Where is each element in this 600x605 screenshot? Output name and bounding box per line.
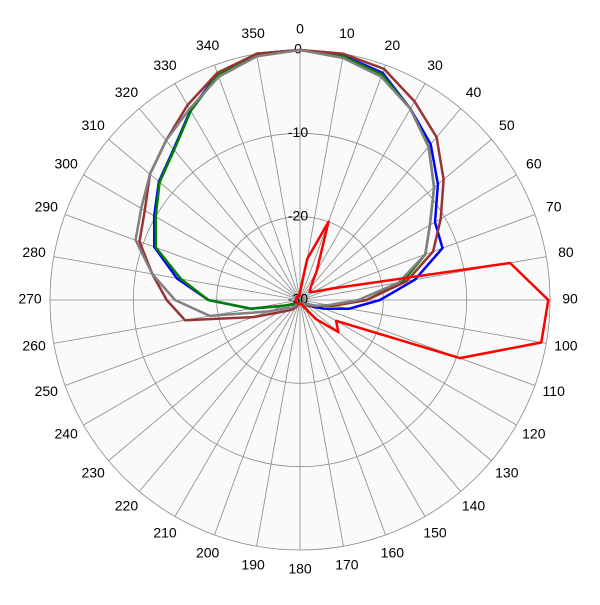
series-line bbox=[294, 220, 550, 360]
angle-label: 50 bbox=[499, 117, 515, 133]
angle-label: 290 bbox=[35, 198, 59, 214]
angle-label: 0 bbox=[296, 21, 304, 37]
angle-label: 130 bbox=[495, 464, 519, 480]
angle-label: 120 bbox=[522, 426, 546, 442]
angle-label: 170 bbox=[335, 557, 359, 573]
angle-label: 90 bbox=[562, 291, 578, 307]
grid-spoke bbox=[299, 64, 386, 301]
grid-spoke bbox=[108, 138, 301, 301]
grid-spoke bbox=[299, 174, 517, 301]
grid-spoke bbox=[83, 299, 301, 426]
angle-label: 70 bbox=[546, 198, 562, 214]
angle-label: 310 bbox=[81, 117, 105, 133]
angle-label: 320 bbox=[115, 84, 139, 100]
angle-label: 270 bbox=[18, 291, 42, 307]
r-tick-label: -10 bbox=[288, 124, 308, 140]
angle-label: 280 bbox=[22, 244, 46, 260]
grid-spoke bbox=[299, 299, 536, 386]
angle-label: 100 bbox=[554, 338, 578, 354]
r-tick-label: -20 bbox=[288, 207, 308, 223]
angle-label: 220 bbox=[115, 498, 139, 514]
grid-spoke bbox=[299, 299, 492, 462]
grid-spoke bbox=[256, 299, 301, 547]
angle-label: 20 bbox=[385, 37, 401, 53]
angle-label: 180 bbox=[288, 561, 312, 577]
r-tick-label: 0 bbox=[294, 41, 302, 57]
grid-spoke bbox=[214, 64, 301, 301]
grid-spoke bbox=[64, 214, 301, 301]
grid-spoke bbox=[299, 299, 426, 517]
angle-label: 160 bbox=[381, 544, 405, 560]
grid-spoke bbox=[299, 83, 426, 301]
angle-label: 80 bbox=[558, 244, 574, 260]
grid-spoke bbox=[299, 299, 547, 344]
angle-label: 330 bbox=[153, 57, 177, 73]
grid-spoke bbox=[138, 299, 301, 492]
grid-spoke bbox=[108, 299, 301, 462]
angle-label: 40 bbox=[466, 84, 482, 100]
grid-spoke bbox=[256, 53, 301, 301]
angle-label: 150 bbox=[423, 525, 447, 541]
angle-label: 140 bbox=[462, 498, 486, 514]
angle-label: 230 bbox=[81, 464, 105, 480]
grid-spoke bbox=[64, 299, 301, 386]
angle-label: 30 bbox=[427, 57, 443, 73]
grid-spoke bbox=[299, 299, 462, 492]
grid-spoke bbox=[174, 83, 301, 301]
angle-label: 110 bbox=[543, 383, 566, 399]
grid-spoke bbox=[174, 299, 301, 517]
angle-label: 10 bbox=[339, 25, 355, 41]
grid-spoke bbox=[299, 214, 536, 301]
grid-spoke bbox=[299, 299, 344, 547]
angle-label: 350 bbox=[241, 25, 265, 41]
grid-spoke bbox=[299, 108, 462, 301]
grid-spoke bbox=[299, 299, 386, 536]
grid-spoke bbox=[299, 138, 492, 301]
angle-label: 60 bbox=[526, 156, 542, 172]
grid-spoke bbox=[214, 299, 301, 536]
angle-label: 190 bbox=[241, 557, 265, 573]
angle-label: 240 bbox=[54, 426, 78, 442]
angle-label: 200 bbox=[196, 544, 220, 560]
angle-label: 260 bbox=[22, 338, 46, 354]
angle-label: 210 bbox=[153, 525, 177, 541]
angle-label: 300 bbox=[54, 156, 78, 172]
angle-label: 340 bbox=[196, 37, 220, 53]
grid-spoke bbox=[83, 174, 301, 301]
angle-label: 250 bbox=[35, 383, 59, 399]
